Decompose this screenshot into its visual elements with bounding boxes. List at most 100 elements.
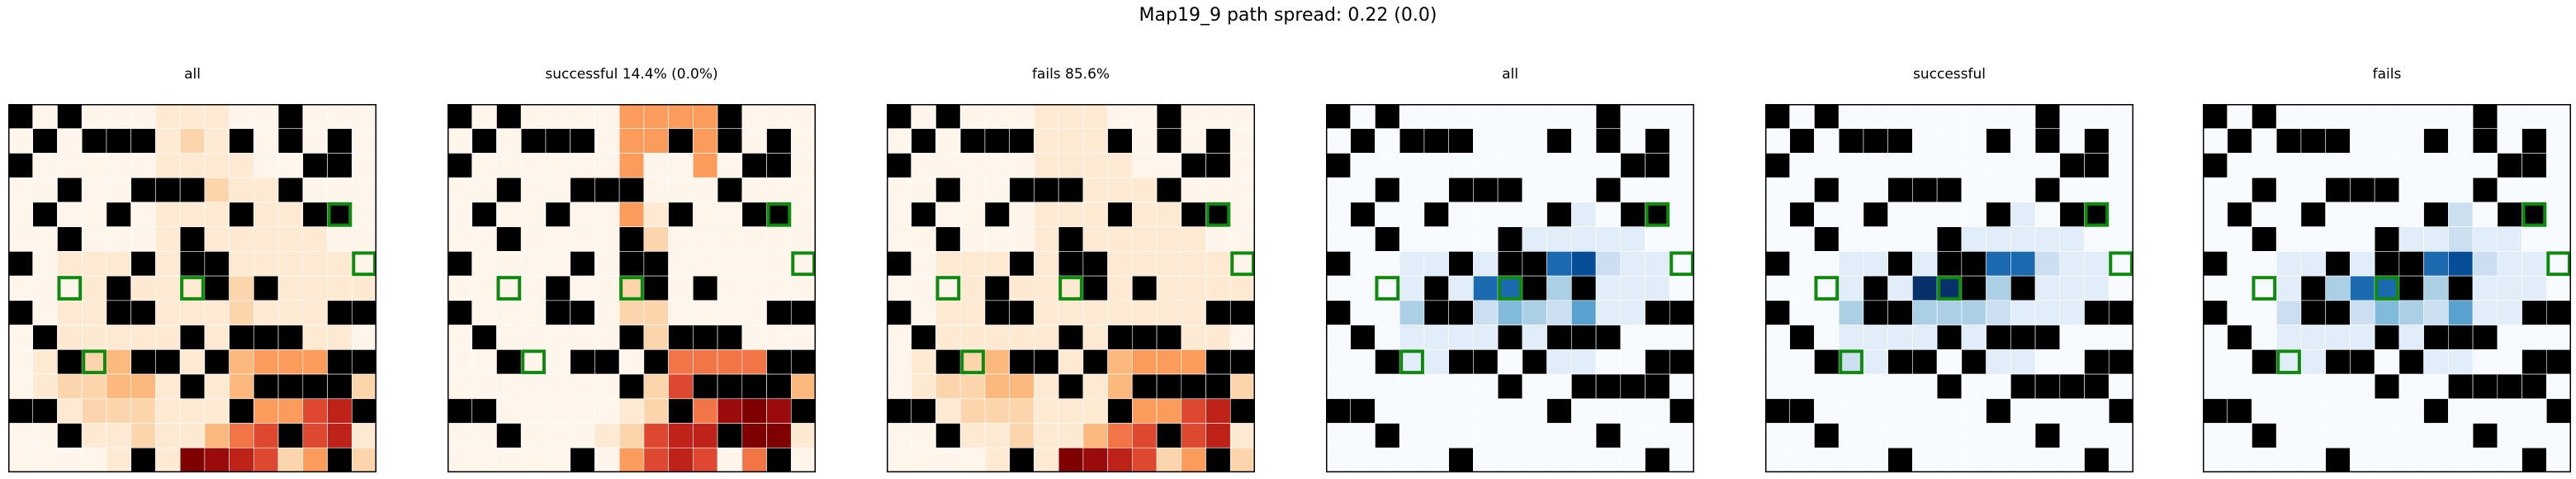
goal-marker [1375, 276, 1400, 301]
heat-cell [1423, 349, 1449, 375]
wall-cell [1595, 423, 1622, 448]
heat-cell [1350, 275, 1376, 301]
heat-cell [2227, 177, 2252, 203]
heat-cell [618, 153, 645, 178]
wall-cell [1156, 373, 1182, 400]
heat-cell [2522, 226, 2547, 252]
heat-cell [2350, 423, 2375, 448]
heat-cell [204, 423, 230, 448]
heat-cell [1838, 226, 1864, 252]
goal-marker [766, 202, 792, 227]
heat-cell [1912, 104, 1938, 130]
wall-cell [327, 300, 353, 325]
wall-cell [2545, 300, 2571, 325]
heat-cell [1350, 226, 1376, 252]
wall-cell [1448, 349, 1474, 375]
heat-cell [1887, 226, 1913, 252]
wall-cell [935, 423, 961, 448]
heat-cell [1645, 177, 1670, 203]
heat-cell [2545, 275, 2571, 301]
heat-cell [1034, 128, 1059, 154]
wall-cell [1448, 177, 1474, 203]
wall-cell [179, 226, 206, 252]
wall-cell [570, 447, 595, 472]
heat-cell [1034, 153, 1059, 178]
wall-cell [57, 423, 83, 448]
heat-cell [8, 275, 34, 301]
heat-cell [2252, 202, 2277, 227]
wall-cell [2034, 104, 2061, 130]
wall-cell [2423, 202, 2449, 227]
heat-cell [1181, 275, 1206, 301]
heat-cell [106, 349, 131, 375]
panel-title: fails 85.6% [1031, 66, 1110, 83]
heat-cell [2275, 349, 2302, 375]
heat-cell [81, 177, 107, 203]
heat-cell [618, 423, 645, 448]
wall-cell [520, 128, 547, 154]
heat-cell [2275, 177, 2302, 203]
heat-cell [2108, 177, 2133, 203]
wall-cell [1863, 300, 1888, 325]
heat-cell [2545, 153, 2571, 178]
heat-cell [1423, 251, 1449, 277]
heat-cell [594, 398, 620, 424]
heat-cell [179, 447, 206, 472]
wall-cell [229, 398, 254, 424]
heat-cell [1132, 349, 1158, 375]
goal-marker [791, 251, 816, 277]
heat-cell [643, 202, 669, 227]
heat-cell [1205, 275, 1231, 301]
heat-cell [32, 447, 58, 472]
wall-cell [447, 153, 473, 178]
heat-cell [2275, 300, 2302, 325]
heat-cell [32, 349, 58, 375]
heat-cell [2084, 325, 2110, 350]
heat-cell [717, 153, 743, 178]
heat-cell [327, 325, 353, 350]
heat-cell [1107, 373, 1133, 400]
wall-cell [1205, 373, 1231, 400]
heat-cell [1546, 226, 1572, 252]
heat-cell [1058, 423, 1084, 448]
heat-cell [1814, 275, 1840, 301]
wall-cell [887, 251, 912, 277]
heat-cell [1814, 202, 1840, 227]
wall-cell [2010, 325, 2036, 350]
heat-cell [1814, 373, 1840, 400]
heat-cell [1132, 128, 1158, 154]
wall-cell [1887, 251, 1913, 277]
heat-cell [2300, 349, 2326, 375]
heat-cell [1423, 177, 1449, 203]
heat-cell [1789, 373, 1815, 400]
heat-cell [1205, 251, 1231, 277]
heat-cell [351, 177, 376, 203]
heat-cell [1058, 275, 1084, 301]
heat-cell [2350, 447, 2375, 472]
wall-cell [81, 128, 107, 154]
heat-cell [935, 275, 961, 301]
heat-cell [8, 423, 34, 448]
heat-cell [8, 177, 34, 203]
heat-cell [594, 226, 620, 252]
wall-cell [2472, 325, 2498, 350]
heat-cell [32, 423, 58, 448]
wall-cell [2472, 373, 2498, 400]
heat-cell [130, 104, 156, 130]
heat-cell [351, 104, 376, 130]
heat-cell [2203, 226, 2228, 252]
heat-cell [1229, 251, 1255, 277]
heat-cell [1375, 300, 1400, 325]
wall-cell [496, 226, 522, 252]
goal-marker [1814, 276, 1840, 301]
heat-cell [2522, 275, 2547, 301]
heat-cell [1132, 104, 1158, 130]
heat-cell [2010, 128, 2036, 154]
wall-cell [2227, 128, 2252, 154]
heat-cell [2545, 104, 2571, 130]
wall-cell [1375, 349, 1400, 375]
heat-cell [57, 398, 83, 424]
heat-cell [935, 447, 961, 472]
wall-cell [302, 373, 328, 400]
wall-cell [2448, 373, 2474, 400]
